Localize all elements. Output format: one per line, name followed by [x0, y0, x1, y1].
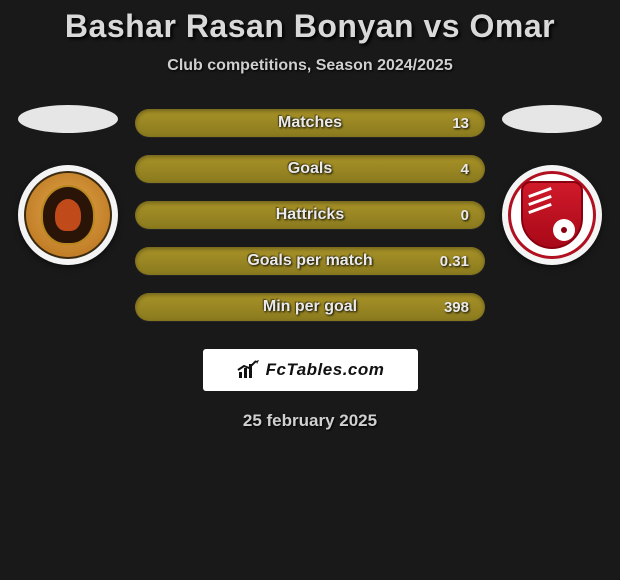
left-club-emblem	[24, 171, 112, 259]
main-row: Matches13 Goals4 Hattricks0 Goals per match…	[0, 105, 620, 321]
stat-bar: Goals4	[135, 155, 485, 183]
right-club-badge	[502, 165, 602, 265]
branding-chart-icon	[236, 360, 262, 380]
stat-label: Goals per match	[135, 252, 485, 270]
stat-bar: Goals per match0.31	[135, 247, 485, 275]
stat-bar: Matches13	[135, 109, 485, 137]
left-player-col	[13, 105, 123, 265]
left-club-badge	[18, 165, 118, 265]
stat-label: Min per goal	[135, 298, 485, 316]
stat-label: Goals	[135, 160, 485, 178]
right-club-emblem	[508, 171, 596, 259]
stat-value-right: 0.31	[440, 253, 469, 270]
date-line: 25 february 2025	[0, 411, 620, 431]
comparison-card: Bashar Rasan Bonyan vs Omar Club competi…	[0, 0, 620, 431]
subtitle: Club competitions, Season 2024/2025	[0, 57, 620, 75]
left-player-photo	[18, 105, 118, 133]
right-player-photo	[502, 105, 602, 133]
stat-bar: Min per goal398	[135, 293, 485, 321]
stat-value-right: 398	[444, 299, 469, 316]
stat-label: Hattricks	[135, 206, 485, 224]
stat-value-right: 0	[461, 207, 469, 224]
stat-value-right: 4	[461, 161, 469, 178]
right-player-col	[497, 105, 607, 265]
stat-bar: Hattricks0	[135, 201, 485, 229]
stat-value-right: 13	[452, 115, 469, 132]
stat-label: Matches	[135, 114, 485, 132]
page-title: Bashar Rasan Bonyan vs Omar	[0, 8, 620, 45]
branding-text: FcTables.com	[266, 360, 385, 380]
branding-badge[interactable]: FcTables.com	[203, 349, 418, 391]
stat-bars: Matches13 Goals4 Hattricks0 Goals per match…	[135, 105, 485, 321]
